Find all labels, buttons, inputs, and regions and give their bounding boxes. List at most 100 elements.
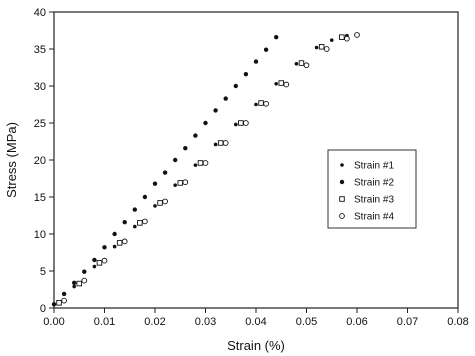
- data-point: [354, 32, 360, 38]
- data-point: [243, 71, 249, 77]
- data-point: [152, 181, 158, 186]
- data-point: [92, 264, 97, 269]
- data-point: [96, 260, 103, 266]
- x-tick-label: 0.04: [245, 316, 266, 328]
- data-point: [339, 34, 345, 40]
- data-point: [132, 207, 137, 212]
- data-point: [263, 100, 269, 107]
- y-tick-label: 10: [34, 229, 46, 241]
- x-axis: 0.00 0.01 0.02 0.03 0.04 0.05 0.06 0.07 0.08: [43, 308, 469, 328]
- legend-label: Strain #4: [354, 212, 394, 223]
- y-tick-label: 40: [34, 7, 46, 19]
- data-point: [183, 145, 188, 151]
- data-point: [344, 35, 350, 42]
- legend-item: Strain #1: [340, 161, 394, 172]
- data-point: [283, 81, 290, 88]
- series-2: [51, 34, 279, 307]
- data-point: [223, 96, 228, 101]
- data-point: [298, 60, 305, 66]
- y-tick-label: 15: [34, 192, 46, 204]
- x-tick-label: 0.08: [447, 316, 468, 328]
- data-point: [112, 231, 117, 237]
- data-point: [76, 280, 82, 287]
- legend-marker: [339, 196, 345, 202]
- legend-label: Strain #1: [354, 161, 394, 172]
- data-point: [137, 220, 143, 226]
- y-tick-label: 35: [34, 44, 46, 56]
- data-point: [303, 62, 310, 69]
- data-point: [294, 62, 299, 66]
- legend-marker: [340, 163, 344, 167]
- data-point: [133, 224, 137, 229]
- y-tick-label: 0: [40, 303, 46, 315]
- x-tick-label: 0.05: [296, 316, 317, 328]
- data-point: [318, 44, 325, 50]
- data-point: [173, 183, 177, 187]
- data-point: [56, 300, 62, 306]
- data-point: [51, 302, 57, 307]
- data-point: [112, 244, 117, 249]
- data-point: [243, 120, 249, 126]
- data-point: [197, 160, 204, 166]
- data-point: [203, 120, 208, 126]
- series-4: [61, 32, 360, 304]
- data-point: [82, 269, 87, 274]
- y-tick-label: 25: [34, 118, 46, 130]
- legend-item: Strain #2: [339, 178, 394, 189]
- data-point: [253, 59, 259, 64]
- legend-marker: [339, 213, 345, 219]
- y-axis-title: Stress (MPa): [4, 122, 19, 198]
- data-point: [102, 245, 107, 250]
- data-point: [193, 163, 198, 167]
- x-tick-label: 0.02: [144, 316, 165, 328]
- legend-item: Strain #4: [339, 212, 394, 223]
- data-point: [238, 120, 244, 126]
- data-point: [213, 142, 218, 147]
- legend-label: Strain #3: [354, 195, 394, 206]
- y-axis: 0 5 10 15 20 25 30 35 40: [34, 7, 54, 315]
- data-point: [202, 160, 209, 166]
- data-point: [263, 47, 269, 52]
- data-point: [153, 204, 157, 208]
- data-point: [177, 180, 183, 186]
- data-point: [162, 198, 168, 205]
- y-tick-label: 30: [34, 81, 46, 93]
- data-point: [92, 257, 97, 263]
- x-tick-label: 0.00: [43, 316, 64, 328]
- x-tick-label: 0.01: [94, 316, 115, 328]
- data-point: [157, 200, 163, 206]
- y-tick-label: 20: [34, 155, 46, 167]
- x-tick-label: 0.06: [346, 316, 367, 328]
- data-point: [323, 46, 330, 52]
- data-point: [122, 219, 127, 225]
- legend-label: Strain #2: [354, 178, 394, 189]
- data-point: [193, 133, 198, 138]
- x-tick-label: 0.03: [195, 316, 216, 328]
- data-point: [61, 291, 67, 297]
- data-point: [173, 157, 178, 163]
- data-point: [72, 280, 77, 286]
- data-point: [101, 257, 108, 264]
- data-point: [116, 240, 123, 246]
- data-point: [61, 297, 67, 304]
- data-point: [72, 284, 76, 289]
- data-point: [222, 140, 229, 146]
- data-point: [274, 34, 279, 40]
- data-point: [329, 38, 334, 42]
- data-point: [274, 81, 279, 86]
- data-points: [51, 32, 360, 307]
- data-point: [213, 108, 218, 113]
- data-point: [142, 194, 148, 200]
- x-axis-title: Strain (%): [227, 338, 285, 353]
- data-point: [278, 80, 285, 86]
- data-point: [258, 100, 264, 106]
- data-point: [314, 45, 319, 50]
- x-tick-label: 0.07: [397, 316, 418, 328]
- y-tick-label: 5: [40, 266, 46, 278]
- data-point: [81, 277, 88, 284]
- data-point: [233, 83, 238, 89]
- data-point: [254, 102, 258, 107]
- legend-item: Strain #3: [339, 195, 394, 206]
- legend: Strain #1 Strain #2 Strain #3 Strain #4: [327, 149, 417, 229]
